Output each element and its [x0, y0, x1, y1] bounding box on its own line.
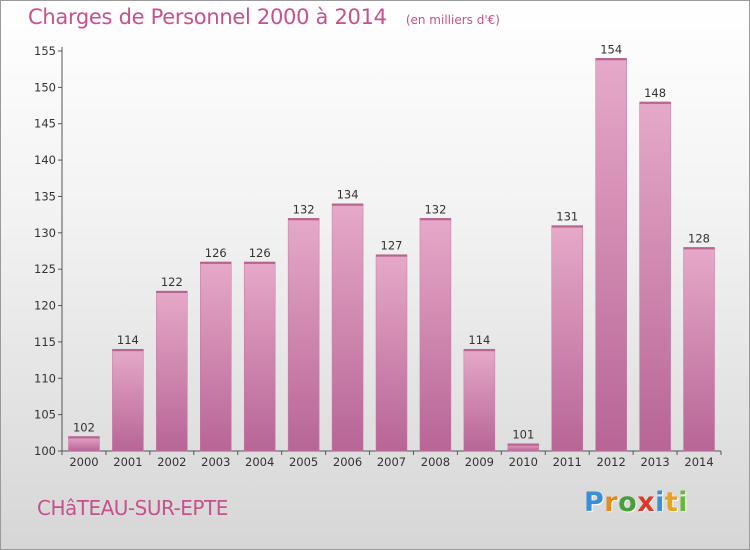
logo-letter: x: [637, 487, 656, 518]
chart-subtitle: (en milliers d'€): [405, 13, 500, 27]
bar-top-edge: [639, 101, 671, 104]
x-tick-label: 2014: [684, 455, 713, 469]
bar-value-label: 131: [556, 210, 578, 224]
y-tick-label: 110: [34, 371, 56, 385]
commune-name: CHâTEAU-SUR-EPTE: [37, 496, 228, 520]
x-tick-label: 2011: [553, 455, 582, 469]
bar-top-edge: [68, 436, 100, 439]
bar: [156, 290, 188, 452]
bar-top-edge: [683, 247, 715, 250]
y-tick-label: 145: [34, 117, 56, 131]
bar-value-label: 148: [644, 86, 666, 100]
bar-top-edge: [376, 254, 407, 257]
bar-top-edge: [156, 291, 188, 293]
bar-top-edge: [463, 349, 495, 352]
bar: [68, 436, 100, 452]
y-tick-label: 120: [34, 299, 56, 313]
x-tick-label: 2007: [377, 455, 406, 469]
bar-value-label: 122: [161, 275, 183, 289]
x-tick-label: 2002: [157, 455, 186, 469]
x-tick-label: 2010: [509, 455, 538, 469]
chart-axes: 100 105 110 115 120 125 130 135 140 145 150 155 2000…: [34, 44, 722, 469]
x-tick-label: 2009: [465, 455, 494, 469]
bar: [463, 348, 496, 452]
x-tick-label: 2001: [113, 455, 142, 469]
chart-title-block: Charges de Personnel 2000 à 2014 (en mil…: [28, 5, 500, 29]
x-tick-label: 2006: [333, 455, 362, 469]
y-tick-label: 130: [34, 226, 56, 240]
bar-top-edge: [332, 203, 364, 206]
chart-title: Charges de Personnel 2000 à 2014: [28, 5, 387, 29]
bar-top-edge: [244, 261, 276, 264]
bar-top-edge: [551, 225, 583, 228]
bar-value-label: 114: [117, 333, 139, 347]
bar: [112, 348, 144, 452]
y-tick-label: 150: [34, 80, 56, 94]
bar-value-label: 126: [249, 246, 271, 260]
logo-letter: o: [618, 487, 638, 518]
bar: [243, 261, 276, 452]
logo-letter: t: [664, 487, 679, 518]
bar-value-label: 128: [688, 231, 710, 245]
y-tick-label: 100: [34, 444, 56, 458]
chart-bars: 102 114 122 126 126 132 134 127 132 114 101 131 154 1…: [68, 42, 715, 452]
bar: [683, 247, 715, 452]
bar-chart: 100 105 110 115 120 125 130 135 140 145 150 155 2000…: [34, 42, 722, 469]
bar: [551, 225, 583, 452]
bar-top-edge: [507, 443, 539, 446]
bar-top-edge: [112, 349, 144, 352]
bar: [375, 254, 408, 452]
bar-value-label: 114: [468, 333, 490, 347]
bar-top-edge: [200, 261, 232, 264]
y-tick-label: 140: [34, 153, 56, 167]
bar: [595, 58, 627, 452]
logo-letter: i: [655, 487, 665, 518]
proxiti-logo[interactable]: Proxiti: [584, 487, 688, 518]
bar-top-edge: [288, 218, 320, 221]
x-tick-label: 2012: [597, 455, 626, 469]
bar-top-edge: [595, 58, 627, 61]
bar: [639, 101, 671, 452]
bar-value-label: 127: [381, 239, 403, 253]
logo-letter: r: [604, 487, 619, 518]
y-tick-label: 105: [34, 408, 56, 422]
y-tick-label: 125: [34, 262, 56, 276]
y-tick-label: 135: [34, 189, 56, 203]
bar-value-label: 132: [293, 202, 315, 216]
bar-value-label: 134: [337, 188, 359, 202]
bar-value-label: 101: [512, 428, 534, 442]
x-tick-label: 2013: [640, 455, 669, 469]
bar-top-edge: [419, 218, 451, 221]
x-tick-label: 2000: [69, 455, 98, 469]
x-tick-label: 2004: [245, 455, 274, 469]
logo-letter: P: [584, 487, 605, 518]
bar-value-label: 102: [73, 420, 95, 434]
bar-value-label: 126: [205, 246, 227, 260]
bar-value-label: 132: [424, 202, 446, 216]
bar: [287, 218, 320, 452]
x-tick-label: 2003: [201, 455, 230, 469]
bar: [200, 261, 232, 452]
y-tick-label: 155: [34, 44, 56, 58]
x-tick-label: 2005: [289, 455, 318, 469]
y-tick-label: 115: [34, 335, 56, 349]
x-tick-label: 2008: [421, 455, 450, 469]
bar: [419, 218, 452, 452]
bar: [331, 203, 364, 452]
bar-value-label: 154: [600, 42, 622, 56]
logo-letter: i: [678, 487, 689, 518]
